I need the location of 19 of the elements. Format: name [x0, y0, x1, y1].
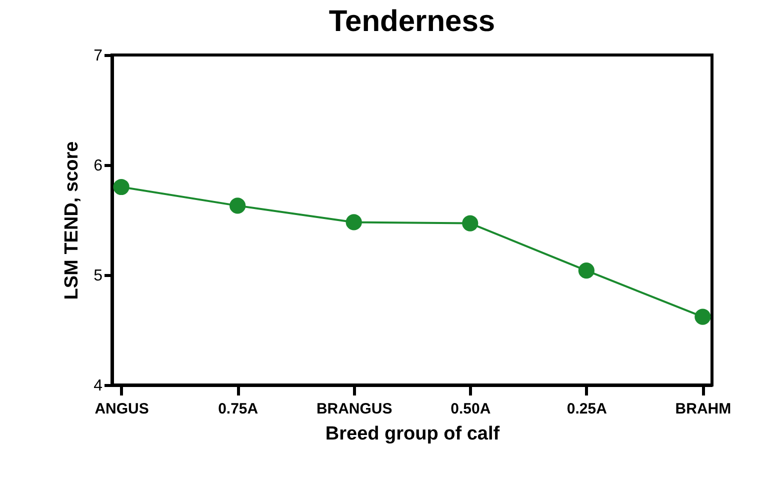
point: [578, 262, 594, 279]
point: [346, 214, 362, 230]
x-axis-title: Breed group of calf: [325, 424, 500, 444]
y-tick-label: 5: [94, 268, 103, 284]
x-tick-label: BRAHM: [675, 400, 732, 418]
y-tick-label: 6: [94, 158, 103, 174]
chart-title: Tenderness: [328, 5, 496, 38]
point: [230, 198, 246, 214]
point: [462, 215, 478, 232]
point: [694, 308, 711, 325]
y-tick-label: 7: [94, 48, 103, 64]
x-tick-label: BRANGUS: [316, 400, 392, 418]
point: [113, 178, 130, 196]
y-tick-label: 4: [94, 378, 103, 394]
x-tick-label: ANGUS: [94, 400, 149, 418]
y-axis-title: LSM TEND, score: [62, 141, 83, 300]
x-tick-label: 0.75A: [218, 400, 258, 418]
x-tick-label: 0.25A: [566, 400, 608, 418]
x-tick-label: 0.50A: [450, 400, 491, 418]
